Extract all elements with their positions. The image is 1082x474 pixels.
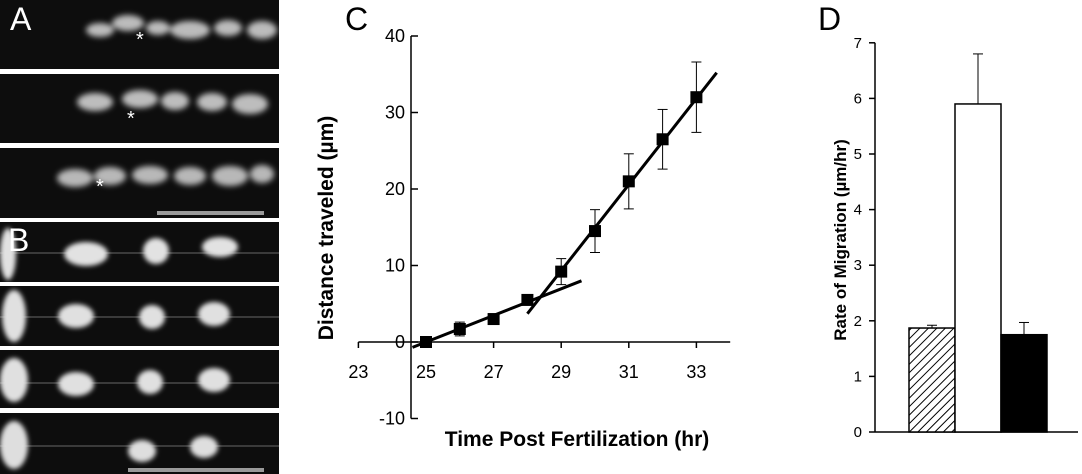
- data-point: [453, 322, 466, 335]
- y-tick-label: 0: [854, 424, 862, 441]
- x-tick-label: 23: [348, 362, 368, 382]
- y-tick-label: 0: [395, 332, 405, 352]
- cell-marker: *: [127, 108, 135, 130]
- data-point: [690, 91, 703, 104]
- y-tick-label: -10: [379, 409, 405, 429]
- micrograph-b-1: [0, 222, 279, 282]
- data-point: [487, 313, 500, 326]
- x-tick-label: 29: [551, 362, 571, 382]
- y-tick-label: 4: [854, 202, 862, 219]
- x-tick-label: 27: [484, 362, 504, 382]
- micrograph-b-3: [0, 350, 279, 408]
- bar: [954, 103, 1002, 433]
- micrograph-b-4: [0, 413, 279, 474]
- scale-bar: [157, 211, 264, 215]
- y-tick-label: 10: [385, 256, 405, 276]
- y-tick-label: 2: [854, 313, 862, 330]
- y-tick-label: 7: [854, 35, 862, 52]
- y-axis-label: Rate of Migration (µm/hr): [831, 139, 850, 341]
- y-tick-label: 3: [854, 257, 862, 274]
- y-tick-label: 6: [854, 90, 862, 107]
- y-tick-label: 30: [385, 103, 405, 123]
- cell-marker: *: [96, 176, 104, 198]
- panel-label-b: B: [8, 222, 30, 258]
- cell-marker: *: [136, 29, 144, 51]
- data-point: [521, 293, 534, 306]
- data-point: [622, 175, 635, 188]
- bar: [1000, 333, 1048, 433]
- micrograph-b-2: [0, 286, 279, 346]
- y-tick-label: 1: [854, 368, 862, 385]
- y-tick-label: 40: [385, 26, 405, 46]
- y-tick-label: 20: [385, 179, 405, 199]
- data-point: [656, 133, 669, 146]
- bar: [908, 327, 956, 433]
- data-point: [420, 336, 432, 348]
- panel-label-d: D: [818, 1, 842, 37]
- micrograph-a-3: *: [0, 148, 279, 218]
- panel-label-c: C: [345, 1, 369, 37]
- data-point: [555, 265, 568, 278]
- scale-bar: [128, 468, 264, 472]
- x-tick-label: 33: [686, 362, 706, 382]
- x-tick-label: 25: [416, 362, 436, 382]
- x-tick-label: 31: [619, 362, 639, 382]
- y-tick-label: 5: [854, 146, 862, 163]
- data-point: [589, 225, 601, 238]
- panel-label-a: A: [10, 1, 32, 37]
- micrograph-a-1: *: [0, 0, 279, 69]
- micrograph-a-2: *: [0, 74, 279, 143]
- y-axis-label: Distance traveled (µm): [315, 116, 338, 341]
- x-axis-label: Time Post Fertilization (hr): [445, 428, 709, 451]
